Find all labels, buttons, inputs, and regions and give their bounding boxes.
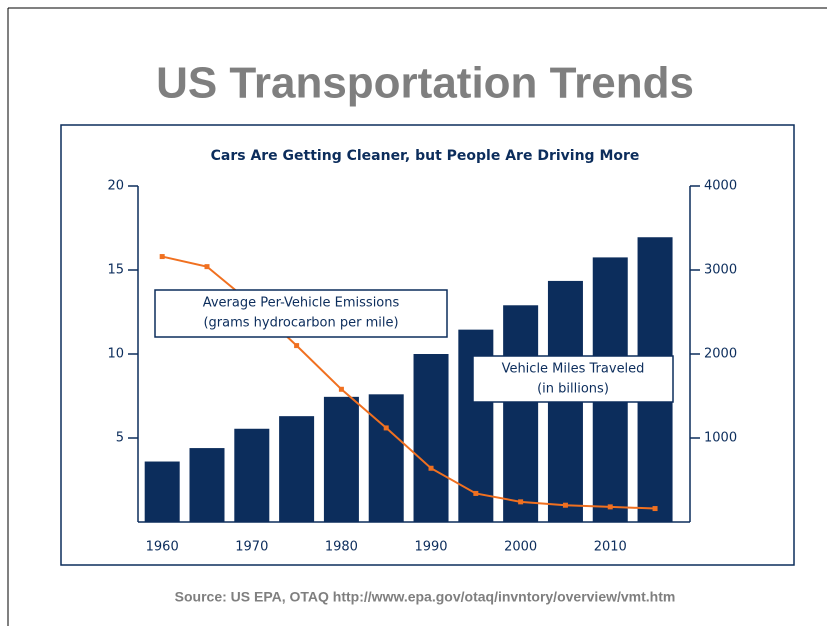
bar bbox=[323, 396, 359, 522]
chart-title: Cars Are Getting Cleaner, but People Are… bbox=[211, 148, 640, 164]
bar bbox=[368, 394, 404, 522]
point bbox=[652, 506, 658, 512]
point bbox=[204, 264, 210, 270]
source: Source: US EPA, OTAQ http://www.epa.gov/… bbox=[175, 589, 676, 605]
x-tick-label: 1970 bbox=[235, 540, 268, 555]
bar bbox=[503, 305, 539, 522]
y-tick-label: 10 bbox=[107, 347, 124, 362]
x-tick-label: 1990 bbox=[414, 540, 447, 555]
y-tick-label: 20 bbox=[107, 179, 124, 194]
annotation: (grams hydrocarbon per mile) bbox=[203, 316, 398, 331]
x-tick-label: 2000 bbox=[504, 540, 537, 555]
x-tick-label: 2010 bbox=[594, 540, 627, 555]
point bbox=[159, 254, 165, 260]
annotation-box bbox=[154, 289, 448, 338]
y-tick-label: 5 bbox=[116, 431, 124, 446]
y2-tick-label: 2000 bbox=[704, 347, 737, 362]
y-tick-label: 15 bbox=[107, 263, 124, 278]
y2-tick-label: 4000 bbox=[704, 179, 737, 194]
bar bbox=[279, 416, 315, 522]
point bbox=[518, 499, 524, 505]
bar bbox=[189, 448, 225, 522]
point bbox=[428, 465, 434, 471]
point bbox=[383, 425, 389, 431]
point bbox=[473, 490, 479, 496]
point bbox=[294, 343, 300, 349]
x-tick-label: 1980 bbox=[325, 540, 358, 555]
point bbox=[562, 502, 568, 508]
annotation: (in billions) bbox=[537, 382, 609, 397]
annotation-box bbox=[472, 355, 674, 403]
y2-tick-label: 1000 bbox=[704, 431, 737, 446]
point bbox=[607, 504, 613, 510]
x-tick-label: 1960 bbox=[146, 540, 179, 555]
annotation: Average Per-Vehicle Emissions bbox=[203, 296, 400, 311]
annotation: Vehicle Miles Traveled bbox=[502, 362, 645, 377]
slide-title: US Transportation Trends bbox=[156, 59, 694, 108]
point bbox=[338, 386, 344, 392]
bar bbox=[413, 354, 449, 522]
y2-tick-label: 3000 bbox=[704, 263, 737, 278]
bar bbox=[234, 428, 270, 522]
bar bbox=[144, 461, 180, 522]
